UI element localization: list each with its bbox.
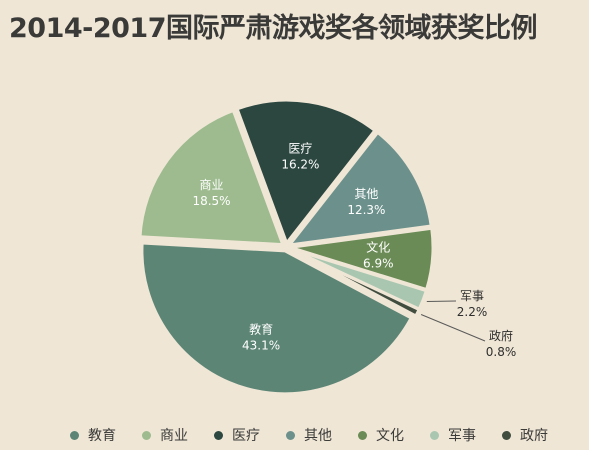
legend-label-5: 军事	[448, 428, 476, 444]
legend-swatch-6	[502, 430, 511, 440]
pie-slice-3	[286, 130, 433, 247]
slice-value-0: 43.1%	[242, 338, 280, 352]
slice-label-6: 政府	[489, 328, 513, 343]
slice-value-5: 2.2%	[457, 305, 488, 319]
slice-label-5: 军事	[460, 289, 484, 303]
slice-value-4: 6.9%	[363, 257, 394, 271]
legend-swatch-0	[70, 430, 79, 440]
legend-swatch-2	[214, 430, 223, 440]
legend-swatch-1	[142, 430, 151, 440]
slice-value-6: 0.8%	[486, 345, 517, 359]
slice-value-1: 18.5%	[192, 194, 230, 208]
slice-label-1: 商业	[199, 177, 223, 192]
slice-value-2: 16.2%	[281, 158, 319, 172]
slice-label-0: 教育	[249, 321, 273, 336]
legend-item-6: 政府	[502, 425, 548, 445]
legend-swatch-3	[286, 430, 295, 440]
pie-slice-2	[235, 98, 377, 247]
pie-slice-1	[138, 108, 285, 247]
chart-legend: 教育 商业 医疗 其他 文化 军事 政府	[70, 425, 574, 445]
legend-item-3: 其他	[286, 425, 332, 445]
pie-slice-6	[288, 247, 422, 318]
leader-line-5	[426, 300, 457, 302]
legend-swatch-5	[430, 430, 439, 440]
legend-label-6: 政府	[520, 428, 548, 444]
legend-label-4: 文化	[376, 428, 404, 444]
legend-item-1: 商业	[142, 425, 188, 445]
legend-item-4: 文化	[358, 425, 404, 445]
legend-item-0: 教育	[70, 425, 116, 445]
slice-label-3: 其他	[354, 187, 378, 201]
slice-label-2: 医疗	[288, 142, 312, 156]
legend-item-2: 医疗	[214, 425, 260, 445]
legend-swatch-4	[358, 430, 367, 440]
chart-title: 2014-2017国际严肃游戏奖各领域获奖比例	[9, 13, 538, 44]
legend-label-0: 教育	[88, 428, 116, 444]
leader-line-6	[420, 314, 486, 342]
legend-label-3: 其他	[304, 428, 332, 444]
legend-label-2: 医疗	[232, 428, 260, 444]
legend-item-5: 军事	[430, 425, 476, 445]
pie-slice-0	[140, 241, 414, 396]
pie-chart: 教育 43.1% 商业 18.5% 医疗 16.2% 其他 12.3% 文化 6.9% 军事 2.2%…	[138, 98, 517, 396]
legend-label-1: 商业	[160, 428, 188, 444]
slice-value-3: 12.3%	[347, 203, 385, 217]
slice-label-4: 文化	[366, 240, 390, 255]
